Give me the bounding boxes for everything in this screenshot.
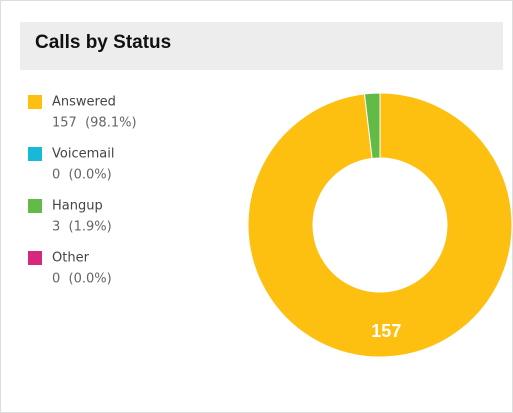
slice-label: 157 (371, 321, 401, 341)
legend-value: 157 (98.1%) (52, 116, 137, 131)
legend-label: Hangup (52, 199, 103, 214)
legend-swatch (28, 147, 42, 161)
legend-swatch (28, 251, 42, 265)
legend-value: 0 (0.0%) (52, 272, 112, 287)
donut-slice (363, 92, 381, 160)
donut-slice (247, 92, 513, 358)
legend-swatch (28, 95, 42, 109)
legend-label: Answered (52, 95, 116, 110)
legend-swatch (28, 199, 42, 213)
header-bar (20, 22, 503, 70)
legend-label: Other (52, 251, 90, 266)
chart-title: Calls by Status (35, 32, 171, 53)
legend-label: Voicemail (52, 147, 114, 162)
legend-value: 0 (0.0%) (52, 168, 112, 183)
legend-value: 3 (1.9%) (52, 220, 112, 235)
